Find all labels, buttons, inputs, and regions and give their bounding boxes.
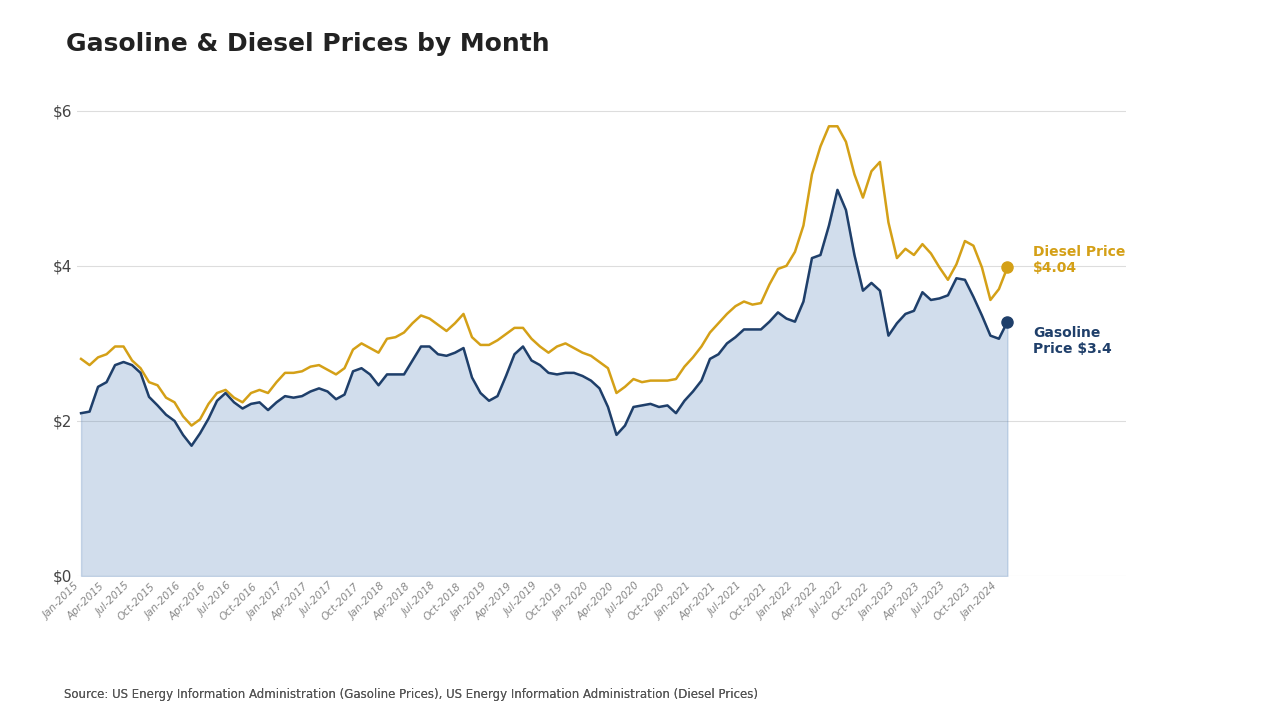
Text: Gasoline & Diesel Prices by Month: Gasoline & Diesel Prices by Month <box>67 32 550 56</box>
Text: Source: US Energy Information Administration (Gasoline Prices), US Energy Inform: Source: US Energy Information Administra… <box>64 688 758 701</box>
Text: Diesel Price
$4.04: Diesel Price $4.04 <box>1033 245 1125 275</box>
Text: Source: US Energy Information Administration (Gasoline Prices), US Energy Inform: Source: US Energy Information Administra… <box>64 688 758 701</box>
Text: Gasoline
Price $3.4: Gasoline Price $3.4 <box>1033 326 1111 356</box>
